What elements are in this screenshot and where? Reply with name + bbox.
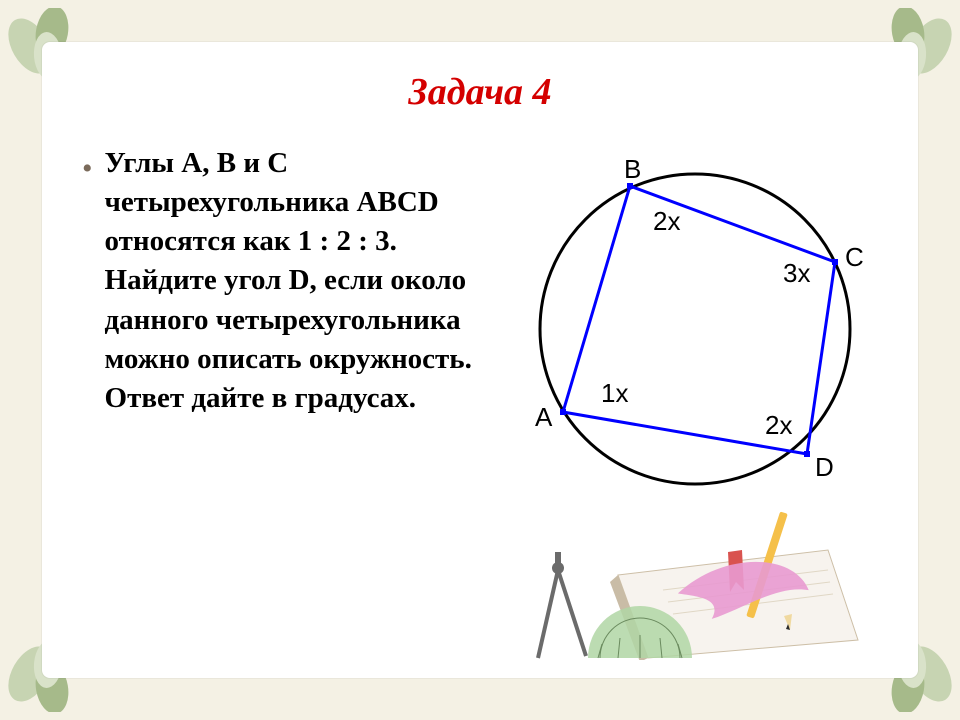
- geometry-figure: A B C D 2x 3x 1x 2x: [525, 154, 865, 494]
- slide-root: Задача 4 • Углы A, B и C четырехугольник…: [0, 0, 960, 720]
- content-row: • Углы A, B и C четырехугольника ABCD от…: [42, 134, 918, 494]
- svg-text:B: B: [624, 154, 641, 184]
- content-panel: Задача 4 • Углы A, B и C четырехугольник…: [42, 42, 918, 678]
- svg-text:2x: 2x: [653, 206, 680, 236]
- figure-svg: A B C D 2x 3x 1x 2x: [525, 154, 865, 494]
- tools-illustration-icon: [528, 490, 868, 660]
- svg-text:3x: 3x: [783, 258, 810, 288]
- problem-text: Углы A, B и C четырехугольника ABCD отно…: [105, 144, 482, 418]
- svg-text:A: A: [535, 402, 553, 432]
- slide-title: Задача 4: [42, 42, 918, 134]
- svg-text:2x: 2x: [765, 410, 792, 440]
- figure-column: A B C D 2x 3x 1x 2x: [492, 144, 898, 494]
- bullet-icon: •: [82, 154, 93, 184]
- text-column: • Углы A, B и C четырехугольника ABCD от…: [82, 144, 482, 494]
- decorative-tools: [528, 490, 868, 660]
- svg-text:D: D: [815, 452, 834, 482]
- svg-text:1x: 1x: [601, 378, 628, 408]
- svg-text:C: C: [845, 242, 864, 272]
